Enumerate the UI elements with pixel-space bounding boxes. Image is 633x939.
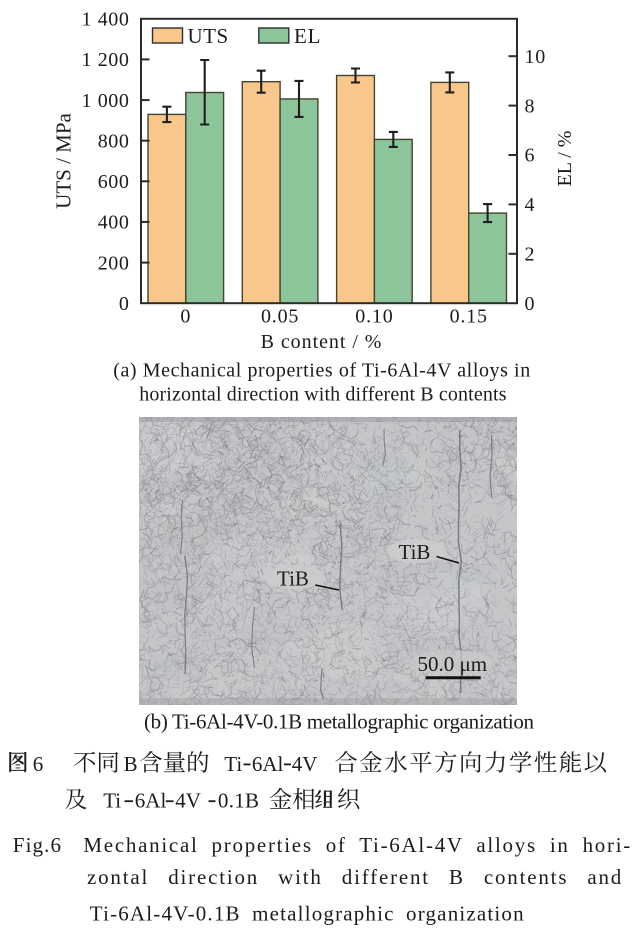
svg-text:TiB: TiB (277, 567, 309, 591)
svg-text:4: 4 (525, 194, 536, 216)
svg-text:Ti: Ti (224, 752, 242, 776)
svg-text:UTS: UTS (188, 24, 229, 48)
svg-text:4V: 4V (175, 789, 201, 813)
svg-text:0.05: 0.05 (261, 306, 299, 328)
svg-text:1 400: 1 400 (82, 9, 130, 31)
svg-text:200: 200 (98, 252, 130, 274)
svg-text:0: 0 (525, 293, 536, 315)
svg-text:6: 6 (525, 145, 536, 167)
svg-text:1 000: 1 000 (82, 90, 130, 112)
svg-text:B: B (124, 752, 138, 776)
svg-text:0.10: 0.10 (355, 306, 393, 328)
svg-text:horizontal direction with diff: horizontal direction with different B co… (139, 384, 507, 406)
svg-text:0: 0 (119, 293, 130, 315)
svg-text:Mechanical properties of Ti-6A: Mechanical properties of Ti-6Al-4V alloy… (83, 833, 630, 857)
svg-text:B content / %: B content / % (261, 331, 383, 353)
svg-text:10: 10 (525, 46, 547, 68)
svg-text:400: 400 (98, 212, 130, 234)
svg-text:4V: 4V (292, 752, 318, 776)
svg-text:600: 600 (98, 171, 130, 193)
svg-text:6: 6 (33, 752, 44, 776)
svg-text:zontal direction with differen: zontal direction with different B conten… (87, 865, 622, 889)
svg-text:0.1B: 0.1B (218, 789, 259, 813)
svg-text:50.0 μm: 50.0 μm (418, 652, 488, 676)
svg-text:TiB: TiB (399, 540, 431, 564)
svg-text:Ti-6Al-4V-0.1B metallographic: Ti-6Al-4V-0.1B metallographic organizati… (90, 902, 524, 926)
svg-text:0.15: 0.15 (450, 306, 488, 328)
svg-text:6Al: 6Al (252, 752, 284, 776)
svg-text:0: 0 (180, 306, 191, 328)
svg-text:(a) Mechanical properties of T: (a) Mechanical properties of Ti-6Al-4V a… (113, 360, 530, 382)
svg-text:2: 2 (525, 244, 536, 266)
svg-text:1 200: 1 200 (82, 49, 130, 71)
svg-text:Ti: Ti (103, 789, 121, 813)
svg-text:EL / %: EL / % (554, 131, 576, 187)
svg-text:6Al: 6Al (135, 789, 167, 813)
svg-text:EL: EL (294, 24, 321, 48)
svg-text:UTS / MPa: UTS / MPa (52, 112, 76, 208)
svg-text:8: 8 (525, 95, 536, 117)
svg-text:(b) Ti-6Al-4V-0.1B metallograp: (b) Ti-6Al-4V-0.1B metallographic organi… (144, 710, 535, 734)
svg-text:800: 800 (98, 130, 130, 152)
svg-text:Fig.6: Fig.6 (13, 833, 62, 857)
